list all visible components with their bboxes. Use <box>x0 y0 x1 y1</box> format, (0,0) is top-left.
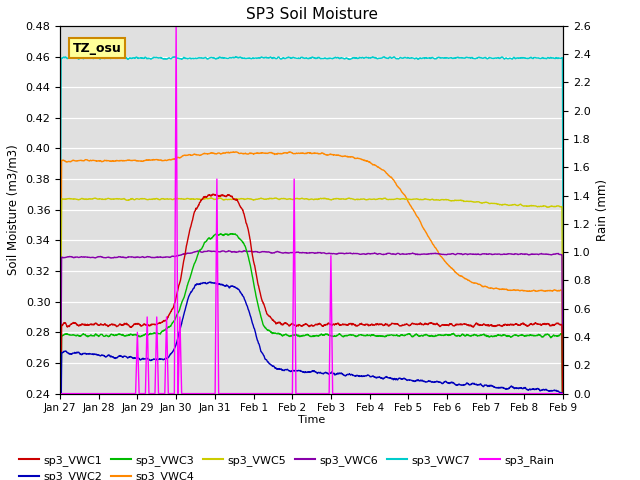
Y-axis label: Rain (mm): Rain (mm) <box>596 179 609 241</box>
sp3_VWC3 <box>288 333 296 339</box>
sp3_VWC1 <box>452 322 460 328</box>
sp3_VWC2 <box>452 383 460 388</box>
sp3_VWC6 <box>452 251 460 257</box>
sp3_VWC7 <box>288 55 296 61</box>
sp3_Rain <box>545 391 552 396</box>
Line: sp3_Rain: sp3_Rain <box>60 26 563 394</box>
sp3_Rain <box>559 391 567 396</box>
sp3_Rain <box>301 391 309 396</box>
sp3_VWC6 <box>545 252 552 257</box>
sp3_VWC1 <box>82 323 90 328</box>
Line: sp3_VWC6: sp3_VWC6 <box>60 251 563 480</box>
sp3_VWC6 <box>559 463 567 469</box>
sp3_Rain <box>288 391 296 396</box>
sp3_Rain <box>452 391 460 396</box>
Line: sp3_VWC4: sp3_VWC4 <box>60 152 563 480</box>
sp3_VWC3 <box>82 332 90 338</box>
sp3_VWC7 <box>56 407 64 413</box>
sp3_VWC3 <box>229 231 237 237</box>
sp3_Rain <box>172 23 180 29</box>
Legend: sp3_VWC1, sp3_VWC2, sp3_VWC3, sp3_VWC4, sp3_VWC5, sp3_VWC6, sp3_VWC7, sp3_Rain: sp3_VWC1, sp3_VWC2, sp3_VWC3, sp3_VWC4, … <box>15 451 559 480</box>
X-axis label: Time: Time <box>298 415 325 425</box>
sp3_VWC3 <box>301 332 309 338</box>
Y-axis label: Soil Moisture (m3/m3): Soil Moisture (m3/m3) <box>7 144 20 275</box>
sp3_VWC4 <box>232 149 240 155</box>
sp3_VWC7 <box>82 55 90 61</box>
sp3_VWC4 <box>452 270 460 276</box>
sp3_VWC6 <box>301 250 309 256</box>
sp3_VWC2 <box>82 351 90 357</box>
sp3_VWC1 <box>545 321 553 326</box>
sp3_VWC2 <box>545 388 553 394</box>
Title: SP3 Soil Moisture: SP3 Soil Moisture <box>246 7 378 22</box>
sp3_VWC3 <box>545 332 552 338</box>
sp3_VWC1 <box>301 321 309 327</box>
sp3_VWC7 <box>545 55 552 61</box>
sp3_VWC4 <box>288 150 296 156</box>
Line: sp3_VWC5: sp3_VWC5 <box>60 198 563 480</box>
sp3_VWC6 <box>288 250 296 255</box>
sp3_VWC1 <box>288 321 296 327</box>
sp3_VWC4 <box>56 458 64 464</box>
sp3_VWC2 <box>288 368 296 373</box>
sp3_Rain <box>56 391 64 396</box>
sp3_VWC3 <box>545 332 553 338</box>
sp3_Rain <box>82 391 90 396</box>
sp3_VWC7 <box>452 55 460 60</box>
sp3_VWC5 <box>452 198 460 204</box>
sp3_VWC5 <box>207 195 215 201</box>
Line: sp3_VWC2: sp3_VWC2 <box>60 282 563 480</box>
sp3_VWC5 <box>288 196 296 202</box>
sp3_VWC1 <box>545 321 552 327</box>
sp3_VWC4 <box>545 288 553 293</box>
sp3_VWC4 <box>545 288 552 293</box>
sp3_VWC4 <box>301 151 309 156</box>
sp3_VWC3 <box>452 333 460 339</box>
sp3_VWC5 <box>545 204 552 210</box>
sp3_VWC2 <box>206 279 214 285</box>
Line: sp3_VWC7: sp3_VWC7 <box>60 57 563 410</box>
sp3_VWC2 <box>301 370 309 375</box>
sp3_VWC2 <box>545 388 552 394</box>
Line: sp3_VWC1: sp3_VWC1 <box>60 194 563 480</box>
sp3_VWC4 <box>82 157 90 163</box>
sp3_Rain <box>545 391 553 396</box>
sp3_VWC5 <box>301 196 309 202</box>
sp3_VWC7 <box>301 56 309 61</box>
sp3_VWC6 <box>545 252 553 257</box>
sp3_VWC6 <box>82 254 90 260</box>
sp3_VWC7 <box>559 319 567 324</box>
sp3_VWC5 <box>545 204 553 210</box>
sp3_VWC7 <box>545 55 553 61</box>
Text: TZ_osu: TZ_osu <box>73 42 122 55</box>
sp3_VWC7 <box>104 54 112 60</box>
Line: sp3_VWC3: sp3_VWC3 <box>60 234 563 480</box>
sp3_VWC5 <box>559 435 567 441</box>
sp3_VWC6 <box>240 248 248 253</box>
sp3_VWC5 <box>56 477 64 480</box>
sp3_VWC5 <box>82 196 90 202</box>
sp3_VWC1 <box>209 192 216 197</box>
